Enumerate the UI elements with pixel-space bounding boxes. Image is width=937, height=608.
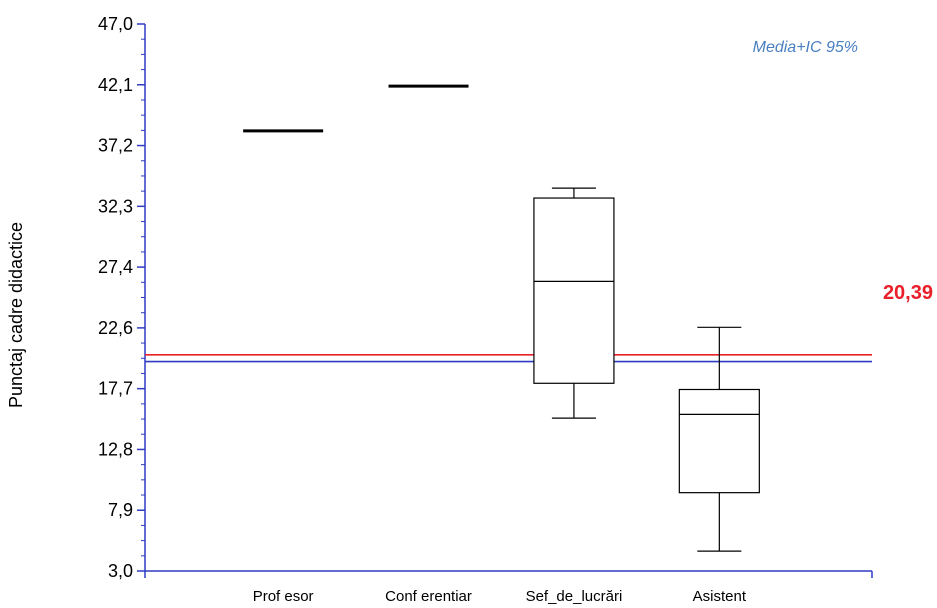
annotation-media-ic: Media+IC 95% — [753, 39, 858, 56]
axes: 3,0 7,9 12,8 17,7 22,6 27,4 32,3 37,2 42,1 47,0 Pr… — [98, 14, 873, 605]
x-category-label: Conf erentiar — [385, 588, 472, 605]
y-tick-label: 17,7 — [98, 379, 133, 399]
y-tick-label: 42,1 — [98, 75, 133, 95]
x-category-label: Asistent — [693, 588, 747, 605]
box — [533, 197, 615, 384]
x-category-label: Prof esor — [253, 588, 314, 605]
reference-value-label: 20,39 — [883, 282, 933, 304]
y-tick-label: 32,3 — [98, 196, 133, 216]
x-category-label: Sef_de_lucrări — [526, 588, 623, 605]
y-tick-label: 12,8 — [98, 439, 133, 459]
y-axis-label: Punctaj cadre didactice — [6, 222, 26, 408]
reference-lines — [145, 354, 872, 363]
y-tick-label: 47,0 — [98, 14, 133, 34]
y-tick-label: 3,0 — [108, 561, 133, 581]
y-tick-label: 7,9 — [108, 500, 133, 520]
y-tick-label: 27,4 — [98, 257, 133, 277]
y-tick-label: 22,6 — [98, 318, 133, 338]
box — [678, 388, 760, 494]
y-tick-label: 37,2 — [98, 136, 133, 156]
boxes — [243, 84, 760, 552]
